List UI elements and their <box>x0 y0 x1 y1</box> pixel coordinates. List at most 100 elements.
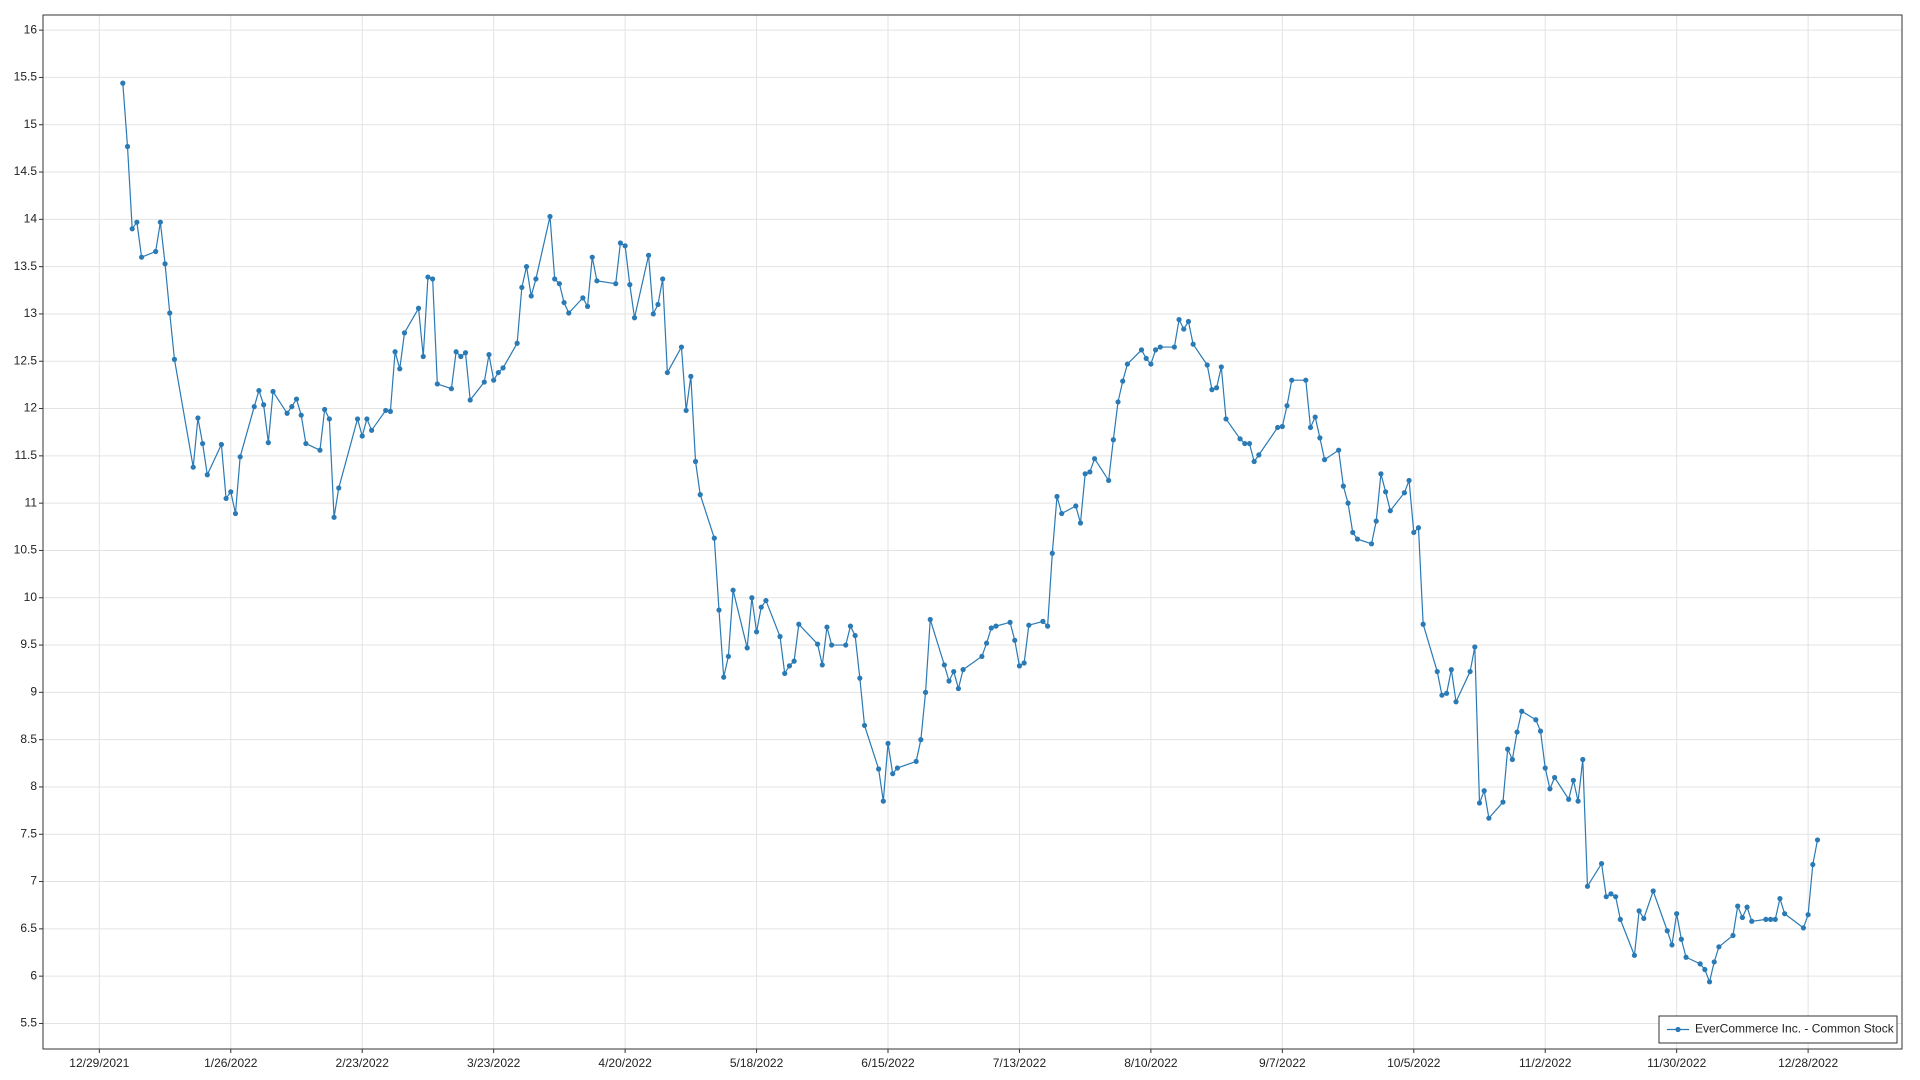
data-point <box>1537 728 1544 734</box>
data-point <box>514 340 520 346</box>
data-point <box>791 658 797 664</box>
data-point <box>1406 477 1412 484</box>
data-point <box>401 330 408 336</box>
data-point <box>1378 471 1384 477</box>
data-point <box>218 441 224 448</box>
data-point <box>1613 894 1619 900</box>
data-point <box>298 412 304 418</box>
data-point <box>153 248 159 255</box>
data-point <box>1814 837 1821 843</box>
data-point <box>782 670 788 677</box>
data-point <box>1575 798 1581 804</box>
y-tick-label: 6 <box>30 968 37 982</box>
data-point <box>1542 765 1548 771</box>
data-point <box>1275 424 1281 431</box>
data-point <box>157 219 163 225</box>
y-tick-label: 12.5 <box>14 353 38 367</box>
data-point <box>284 410 290 416</box>
data-point <box>1505 746 1511 752</box>
data-point <box>796 621 802 627</box>
data-point <box>322 406 328 413</box>
data-point <box>983 640 990 646</box>
data-point <box>138 254 145 260</box>
data-point <box>880 798 886 804</box>
data-point <box>1439 692 1445 698</box>
data-point <box>1401 490 1407 496</box>
y-tick-label: 7 <box>30 874 37 888</box>
data-point <box>918 737 924 743</box>
data-point <box>951 668 957 675</box>
data-point <box>486 352 492 358</box>
x-tick-label: 12/28/2022 <box>1778 1056 1838 1070</box>
data-point <box>664 369 670 376</box>
data-point <box>495 369 501 376</box>
x-tick-label: 8/10/2022 <box>1124 1056 1178 1070</box>
x-tick-label: 10/5/2022 <box>1387 1056 1441 1070</box>
data-point <box>265 440 271 446</box>
data-point <box>1115 399 1121 405</box>
y-tick-label: 15.5 <box>14 70 38 84</box>
data-point <box>1739 914 1745 921</box>
data-point <box>1354 536 1361 542</box>
data-point <box>721 674 727 680</box>
data-point <box>922 689 929 695</box>
data-point <box>1617 916 1623 922</box>
data-point <box>434 381 440 387</box>
data-point <box>1007 619 1013 625</box>
data-point <box>167 310 173 316</box>
data-point <box>955 685 962 692</box>
data-point <box>1552 774 1558 781</box>
data-point <box>134 219 140 225</box>
data-point <box>1603 894 1609 900</box>
data-point <box>885 740 891 747</box>
data-point <box>392 349 398 355</box>
data-point <box>1767 916 1774 922</box>
data-point <box>725 653 731 660</box>
data-point <box>1124 361 1131 367</box>
y-tick-label: 10 <box>24 590 38 604</box>
data-point <box>1716 944 1722 950</box>
y-tick-label: 8 <box>30 779 37 793</box>
y-tick-label: 9.5 <box>20 637 37 651</box>
data-point <box>1054 493 1060 500</box>
data-point <box>1181 326 1187 332</box>
data-point <box>1810 861 1816 868</box>
data-point <box>1373 518 1379 524</box>
data-point <box>425 274 431 280</box>
data-point <box>326 416 332 422</box>
data-point <box>171 356 178 362</box>
y-tick-label: 11.5 <box>15 448 38 462</box>
data-point <box>228 489 234 495</box>
data-point <box>645 252 652 258</box>
data-point <box>1049 550 1055 556</box>
data-point <box>1350 529 1356 536</box>
data-point <box>1246 440 1253 447</box>
data-point <box>777 633 783 640</box>
data-point <box>824 624 830 630</box>
data-point <box>744 645 750 651</box>
data-point <box>697 492 703 498</box>
data-point <box>622 243 628 249</box>
data-point <box>1519 708 1525 714</box>
data-point <box>500 365 506 371</box>
data-point <box>1251 458 1257 465</box>
data-point <box>1317 435 1323 441</box>
data-point <box>1077 520 1084 526</box>
data-point <box>1242 440 1248 447</box>
data-point <box>1533 717 1539 723</box>
x-tick-label: 3/23/2022 <box>467 1056 521 1070</box>
data-point <box>1218 364 1224 370</box>
y-tick-label: 10.5 <box>14 543 38 557</box>
data-point <box>453 349 459 355</box>
data-point <box>1584 883 1591 889</box>
data-point <box>786 663 793 669</box>
data-point <box>1289 377 1295 383</box>
data-point <box>589 254 595 260</box>
data-point <box>1223 416 1229 422</box>
series-line <box>122 83 1819 984</box>
data-point <box>1711 959 1717 965</box>
data-point <box>1157 344 1163 350</box>
data-point <box>1730 932 1736 939</box>
data-point <box>1735 903 1741 909</box>
data-point <box>120 80 126 86</box>
